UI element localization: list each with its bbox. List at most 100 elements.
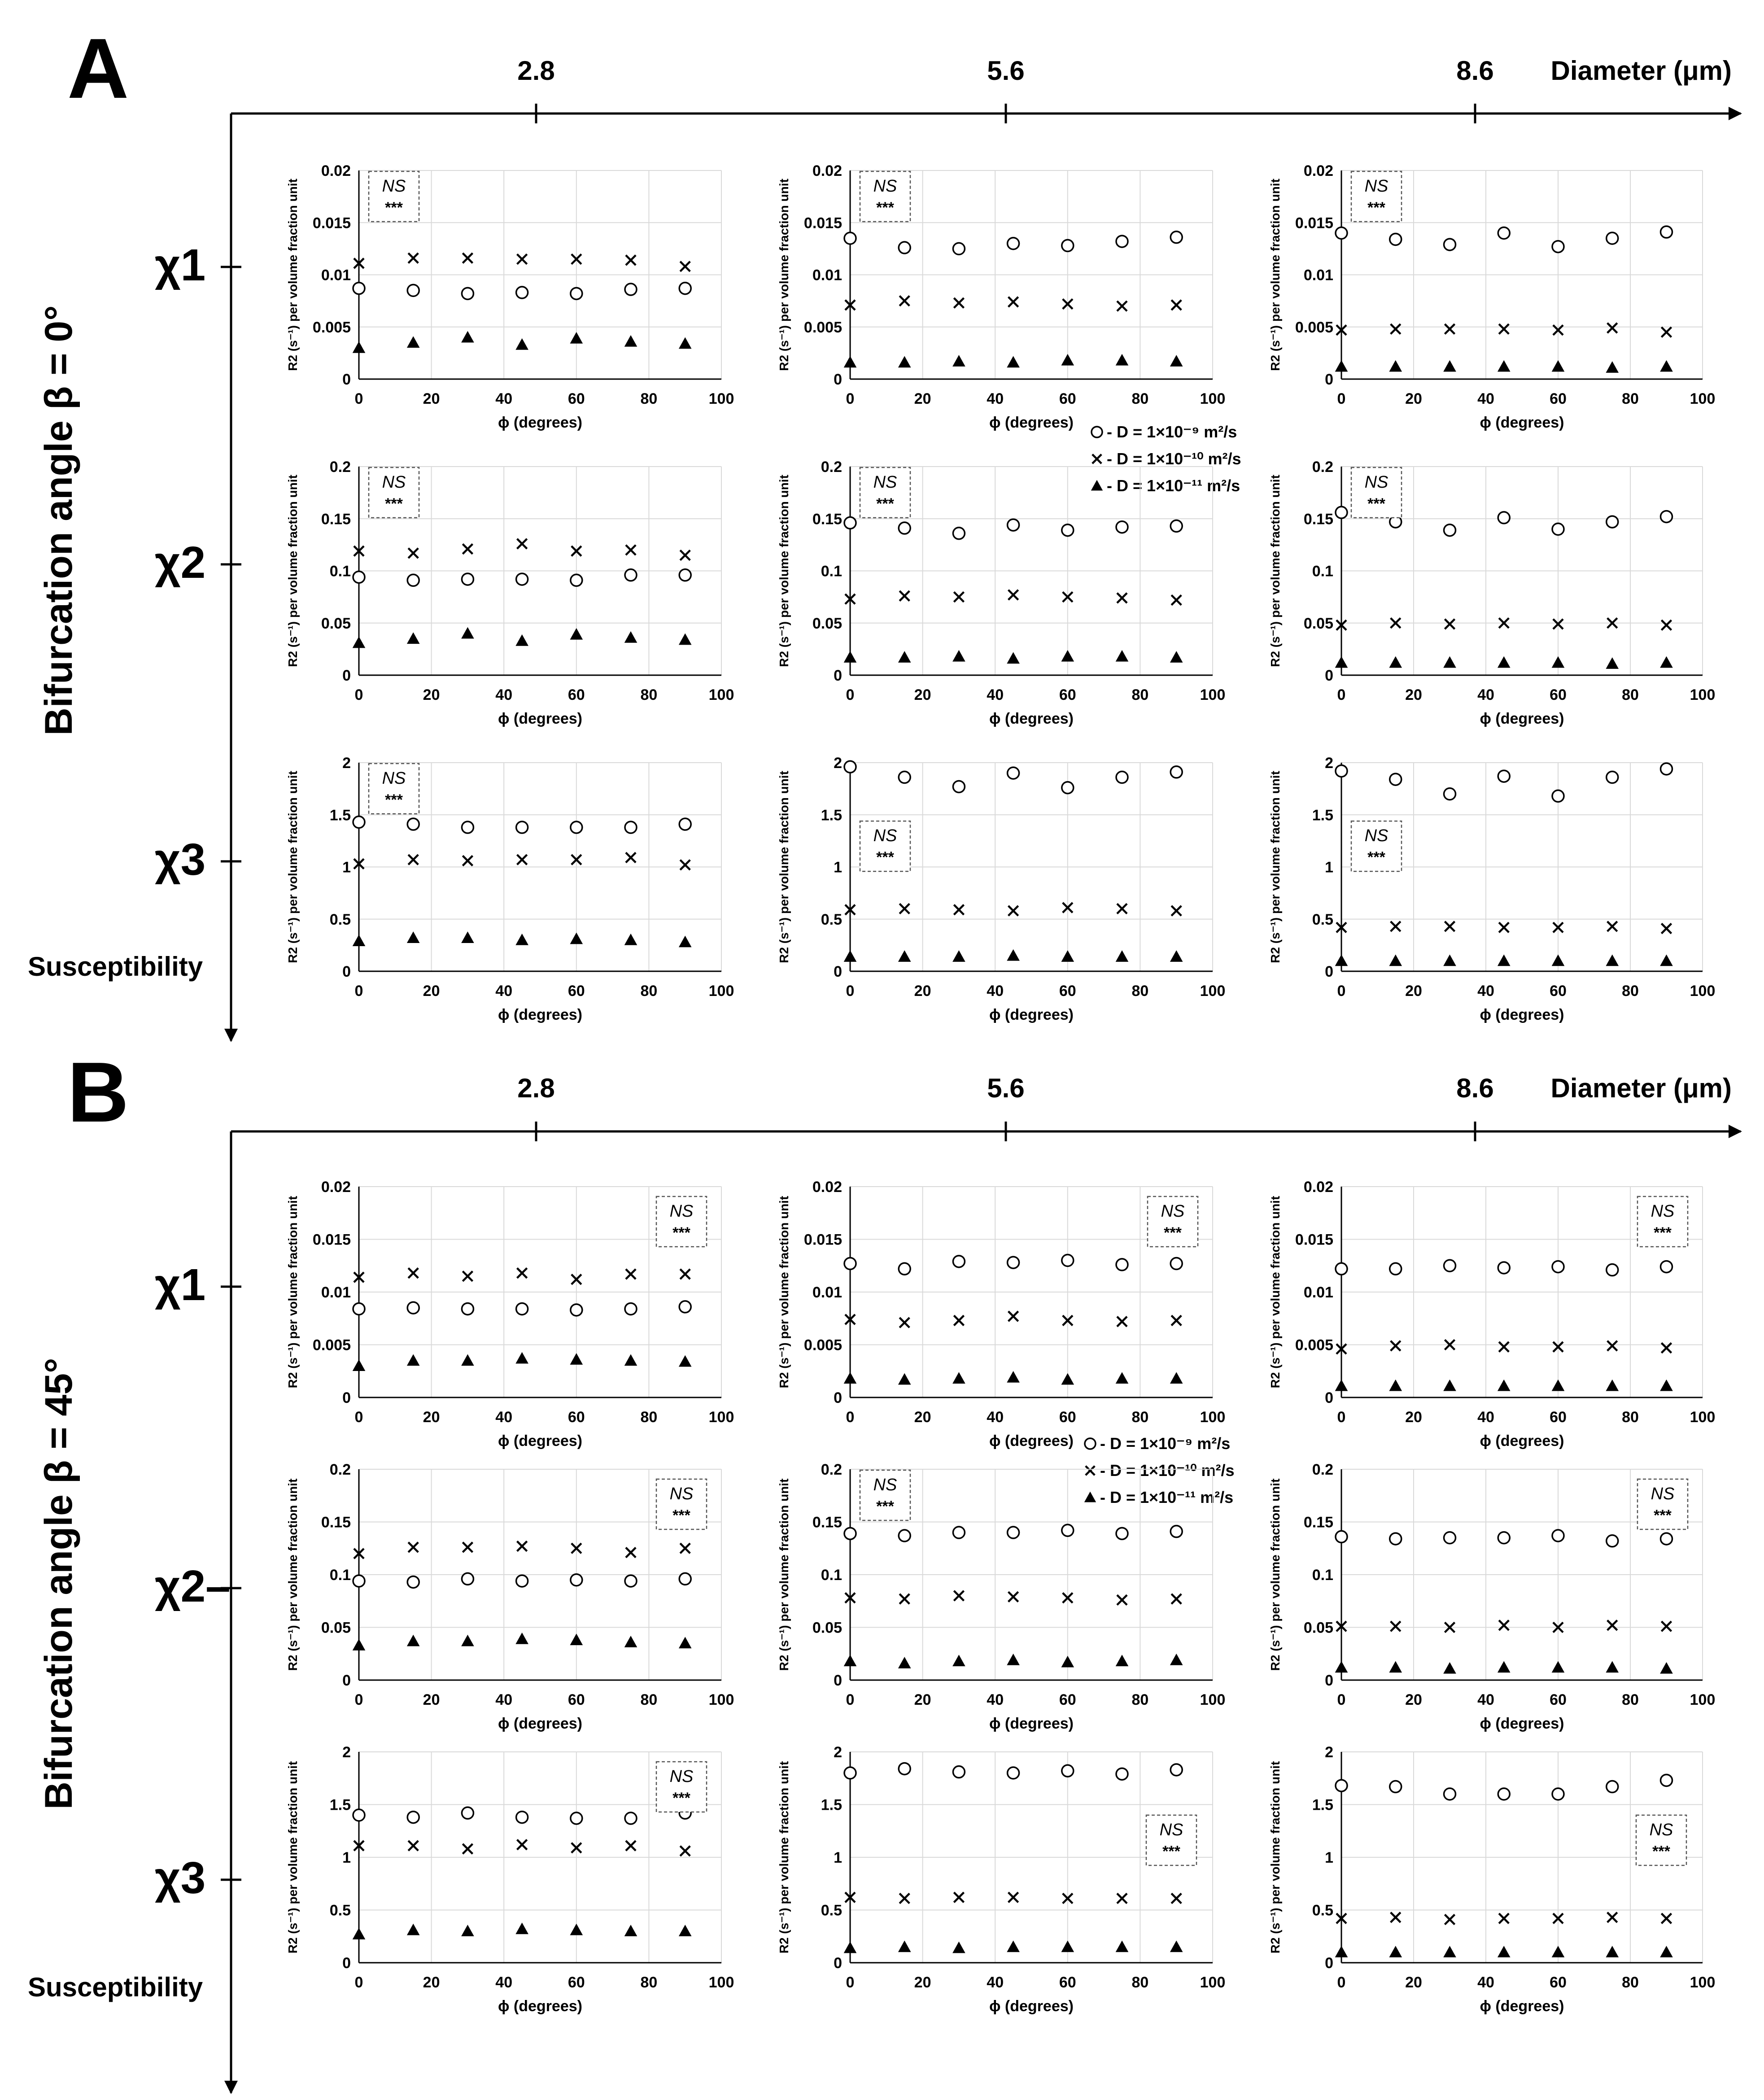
significance-label: *** <box>1367 199 1385 216</box>
data-point-triangle <box>570 932 583 944</box>
data-point-cross <box>1660 326 1672 338</box>
data-point-circle <box>1006 518 1020 532</box>
legend-marker-circle <box>1091 426 1103 438</box>
data-point-triangle <box>352 1639 366 1650</box>
x-tick-label: 100 <box>1200 982 1226 1000</box>
y-tick-label: 0.05 <box>321 1620 351 1637</box>
x-tick-label: 80 <box>640 1974 657 1991</box>
data-point-cross <box>1062 1592 1074 1604</box>
x-axis-title: ϕ (degrees) <box>498 1006 582 1023</box>
data-point-circle <box>1389 773 1402 786</box>
data-point-cross <box>953 297 965 309</box>
data-point-cross <box>1607 1912 1618 1923</box>
data-point-cross <box>1062 1314 1074 1327</box>
data-point-circle <box>1659 762 1673 776</box>
y-tick-label: 2 <box>1325 1744 1333 1761</box>
x-axis-title: ϕ (degrees) <box>989 1432 1074 1449</box>
x-tick-label: 0 <box>846 982 855 1000</box>
y-tick-label: 0 <box>834 371 842 388</box>
ns-label: NS <box>382 769 406 788</box>
chart: 0 20 40 60 80 100 0 0.5 1 1.5 2 ϕ (degrees) R2 (s⁻¹)… <box>777 755 1225 1023</box>
data-point-cross <box>1170 1593 1182 1605</box>
data-point-triangle <box>1061 950 1074 962</box>
data-point-cross <box>1552 324 1564 336</box>
data-point-cross <box>462 1843 474 1855</box>
ns-box-border <box>1147 1196 1199 1248</box>
data-point-triangle <box>1335 1379 1348 1391</box>
data-point-cross <box>899 590 910 602</box>
y-axis-title: R2 (s⁻¹) per volume fraction unit <box>777 1479 791 1671</box>
data-point-cross <box>899 903 910 915</box>
y-tick-label: 0.01 <box>321 1284 351 1301</box>
data-point-cross <box>1552 1341 1564 1353</box>
x-tick-label: 60 <box>568 982 585 1000</box>
x-tick-label: 20 <box>914 982 931 1000</box>
x-tick-label: 100 <box>709 982 734 1000</box>
data-point-circle <box>1115 1258 1129 1271</box>
y-tick-label: 0.005 <box>313 319 351 336</box>
data-point-triangle <box>515 1922 528 1934</box>
y-tick-label: 0.01 <box>1304 1284 1333 1301</box>
data-point-circle <box>898 770 911 784</box>
x-tick-label: 0 <box>846 1974 855 1991</box>
data-point-cross <box>1116 1893 1128 1904</box>
x-tick-label: 60 <box>1550 1974 1567 1991</box>
data-point-triangle <box>1170 1654 1183 1665</box>
x-tick-label: 80 <box>1131 982 1148 1000</box>
data-point-triangle <box>515 338 528 350</box>
data-point-triangle <box>624 1925 637 1936</box>
data-point-triangle <box>570 1633 583 1646</box>
data-point-circle <box>406 284 420 297</box>
x-tick-label: 100 <box>1690 686 1716 703</box>
data-point-circle <box>1335 764 1348 778</box>
chi-label: χ2 <box>155 537 205 588</box>
x-tick-label: 60 <box>568 686 585 703</box>
data-point-cross <box>407 1840 419 1851</box>
data-point-circle <box>843 516 857 530</box>
significance-label: *** <box>672 1507 690 1524</box>
data-point-circle <box>1659 225 1673 239</box>
y-tick-label: 0 <box>1325 371 1333 388</box>
significance-label: *** <box>672 1790 690 1807</box>
data-point-cross <box>1116 903 1128 915</box>
data-point-cross <box>516 854 528 865</box>
data-point-triangle <box>952 1655 965 1667</box>
data-point-triangle <box>1007 1654 1020 1665</box>
x-tick-label: 60 <box>568 1974 585 1991</box>
data-point-circle <box>1006 766 1020 780</box>
data-point-triangle <box>1660 656 1673 668</box>
data-point-circle <box>1551 1787 1565 1801</box>
ns-box-border <box>655 1478 707 1530</box>
x-axis-title: ϕ (degrees) <box>1480 414 1564 431</box>
y-tick-label: 0.1 <box>330 563 351 580</box>
data-point-circle <box>898 241 911 254</box>
data-point-circle <box>952 527 966 540</box>
x-tick-label: 40 <box>1477 1409 1494 1426</box>
y-tick-label: 0.005 <box>804 1337 842 1354</box>
data-point-circle <box>1061 781 1074 795</box>
data-point-cross <box>1170 1314 1182 1327</box>
significance-label: *** <box>876 1498 894 1515</box>
data-point-cross <box>953 904 965 916</box>
y-tick-label: 0 <box>1325 1672 1333 1689</box>
y-tick-label: 0.2 <box>821 1461 842 1478</box>
data-point-triangle <box>952 1941 965 1953</box>
data-point-triangle <box>570 1353 583 1365</box>
ns-box-border <box>655 1761 707 1813</box>
chi-label: χ3 <box>155 834 205 885</box>
data-point-circle <box>515 286 529 299</box>
data-point-triangle <box>1606 361 1619 373</box>
data-point-triangle <box>1443 360 1456 372</box>
y-axis-title: R2 (s⁻¹) per volume fraction unit <box>1268 771 1282 963</box>
data-point-cross <box>462 1541 474 1553</box>
ns-box: NS *** <box>859 467 911 519</box>
data-point-cross <box>1390 1620 1402 1632</box>
x-tick-label: 0 <box>846 1691 855 1708</box>
data-point-triangle <box>1606 1946 1619 1957</box>
significance-label: *** <box>876 199 894 216</box>
data-point-circle <box>570 1573 583 1587</box>
data-point-circle <box>952 1526 966 1539</box>
y-tick-label: 0.015 <box>1295 214 1333 231</box>
y-tick-label: 0 <box>834 963 842 980</box>
x-tick-label: 60 <box>568 1691 585 1708</box>
